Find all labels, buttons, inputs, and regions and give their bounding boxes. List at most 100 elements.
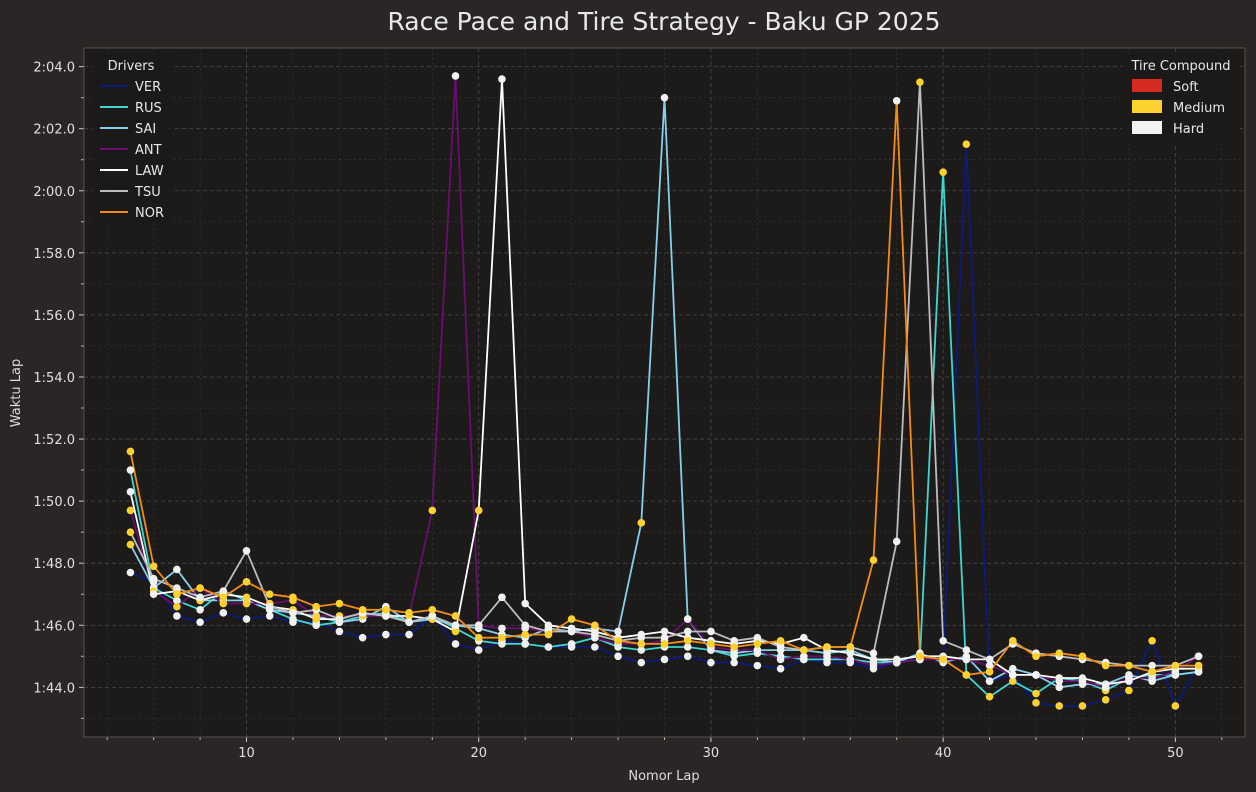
- lap-point-rus: [939, 168, 947, 176]
- lap-point-nor: [614, 636, 622, 645]
- lap-point-law: [1032, 671, 1040, 679]
- lap-point-nor: [1055, 649, 1064, 658]
- lap-point-ver: [1032, 699, 1040, 707]
- lap-point-ver: [474, 646, 483, 654]
- lap-point-law: [846, 649, 855, 658]
- tire-compound-legend: Tire Compound Soft Medium Hard: [1122, 54, 1240, 144]
- lap-point-law: [312, 615, 321, 623]
- lap-point-nor: [776, 636, 785, 645]
- lap-point-nor: [916, 652, 924, 661]
- lap-point-ant: [242, 599, 251, 608]
- y-tick-label: 1:56.0: [33, 309, 75, 324]
- lap-point-law: [544, 621, 553, 630]
- tire-label-medium: Medium: [1173, 101, 1225, 116]
- y-tick-label: 1:54.0: [33, 371, 75, 386]
- lap-point-rus: [1009, 677, 1017, 685]
- lap-point-tsu: [683, 627, 692, 636]
- lap-point-law: [1009, 671, 1017, 679]
- y-axis-label: Waktu Lap: [9, 359, 24, 427]
- lap-point-ant: [126, 506, 135, 515]
- lap-point-nor: [962, 671, 971, 679]
- lap-point-rus: [312, 621, 321, 630]
- lap-point-ant: [451, 72, 460, 80]
- lap-point-nor: [173, 590, 181, 599]
- lap-point-law: [498, 75, 506, 83]
- lap-point-law: [1125, 677, 1133, 685]
- lap-point-nor: [730, 643, 738, 651]
- lap-point-tsu: [521, 621, 529, 630]
- lap-point-ver: [173, 612, 181, 620]
- lap-point-ver: [707, 658, 715, 667]
- lap-point-nor: [1078, 652, 1087, 661]
- lap-point-ant: [800, 652, 808, 661]
- lap-point-rus: [289, 615, 297, 623]
- lap-point-ant: [753, 646, 762, 654]
- lap-point-ant: [173, 602, 181, 611]
- lap-point-law: [149, 590, 158, 599]
- lap-point-sai: [173, 565, 181, 574]
- x-tick-label: 50: [1167, 746, 1184, 761]
- lap-point-nor: [149, 562, 158, 571]
- lap-point-nor: [428, 605, 437, 614]
- lap-point-tsu: [219, 587, 228, 595]
- lap-point-nor: [1171, 661, 1180, 670]
- lap-point-ver: [451, 640, 460, 648]
- lap-point-tsu: [916, 78, 924, 86]
- lap-point-nor: [1148, 668, 1156, 676]
- lap-point-nor: [126, 447, 135, 456]
- lap-point-rus: [637, 646, 646, 654]
- lap-point-ver: [335, 627, 344, 636]
- lap-point-nor: [451, 612, 460, 620]
- lap-point-ver: [637, 658, 646, 667]
- lap-point-ver: [405, 630, 413, 639]
- x-tick-label: 30: [703, 746, 720, 761]
- lap-point-tsu: [474, 621, 483, 630]
- lap-point-law: [800, 633, 808, 642]
- lap-point-nor: [985, 668, 994, 676]
- lap-point-tsu: [591, 630, 599, 639]
- axes: 10 20 30 40 50 1:44.0 1:46.0 1:48.0 1:50.0 1:52.0…: [33, 47, 1246, 761]
- lap-point-tsu: [776, 643, 785, 651]
- lap-point-law: [892, 655, 901, 664]
- lap-point-law: [521, 599, 529, 608]
- y-tick-label: 1:58.0: [33, 247, 75, 262]
- lap-point-nor: [800, 646, 808, 654]
- lap-point-nor: [892, 96, 901, 105]
- tire-legend-title: Tire Compound: [1131, 59, 1231, 74]
- lap-point-rus: [173, 596, 181, 605]
- lap-point-nor: [1009, 636, 1017, 645]
- x-tick-label: 10: [238, 746, 255, 761]
- x-tick-label: 40: [935, 746, 952, 761]
- lap-point-rus: [544, 643, 553, 651]
- lap-point-ver: [660, 655, 669, 664]
- lap-point-nor: [567, 615, 576, 623]
- lap-point-nor: [405, 609, 413, 617]
- lap-point-ant: [498, 624, 506, 633]
- lap-point-ver: [358, 633, 367, 642]
- lap-point-sai: [614, 627, 622, 636]
- legend-label-nor: NOR: [135, 206, 164, 221]
- lap-point-nor: [265, 590, 274, 599]
- lap-point-tsu: [149, 574, 158, 583]
- plot-frame: [83, 47, 1246, 738]
- lap-point-nor: [358, 605, 367, 614]
- lap-point-ver: [1055, 702, 1064, 710]
- lap-point-rus: [1032, 689, 1040, 698]
- legend-label-ver: VER: [135, 80, 161, 95]
- lap-point-tsu: [335, 615, 344, 623]
- lap-point-ver: [683, 652, 692, 661]
- lap-point-ant: [683, 615, 692, 623]
- lap-point-ver: [242, 615, 251, 623]
- lap-point-tsu: [126, 528, 135, 536]
- lap-point-tsu: [869, 649, 878, 658]
- lap-point-nor: [1125, 661, 1133, 670]
- y-tick-label: 2:04.0: [33, 61, 75, 76]
- lap-point-law: [126, 488, 135, 496]
- lap-point-nor: [637, 640, 646, 648]
- lap-point-nor: [1032, 652, 1040, 661]
- legend-label-tsu: TSU: [134, 185, 161, 200]
- tire-label-soft: Soft: [1173, 80, 1199, 95]
- legend-label-sai: SAI: [135, 122, 156, 137]
- lap-point-tsu: [196, 593, 204, 602]
